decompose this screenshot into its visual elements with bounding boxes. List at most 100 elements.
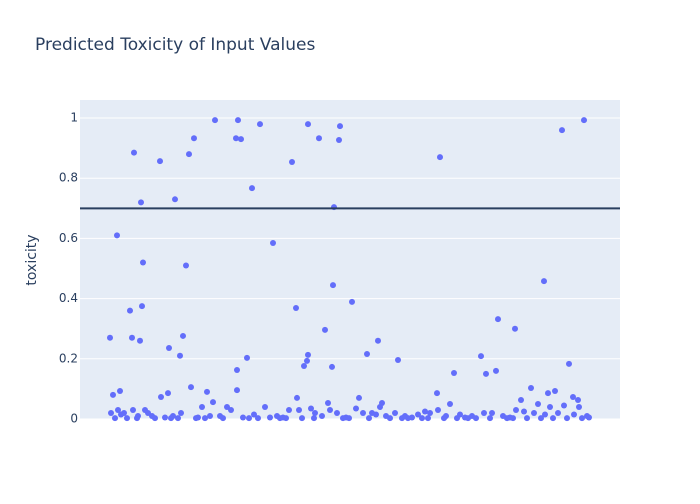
point (405, 415, 411, 422)
point (392, 409, 398, 416)
point (251, 411, 257, 418)
point (364, 350, 370, 357)
point (301, 363, 307, 370)
point (346, 415, 352, 422)
point (107, 334, 113, 341)
point (542, 411, 548, 418)
point (559, 127, 565, 134)
point (373, 411, 379, 418)
point (283, 415, 289, 422)
point (188, 384, 194, 391)
point (434, 390, 440, 397)
point (139, 303, 145, 310)
point (108, 409, 114, 416)
point (329, 363, 335, 370)
point (257, 121, 263, 128)
point (330, 282, 336, 289)
point (465, 415, 471, 422)
point (121, 409, 127, 416)
point (340, 415, 346, 422)
point (127, 307, 133, 314)
point (316, 135, 322, 142)
point (435, 406, 441, 413)
point (454, 415, 460, 422)
point (244, 354, 250, 361)
point (521, 408, 527, 415)
point (168, 415, 174, 422)
point (117, 388, 123, 395)
point (183, 262, 189, 269)
point (238, 136, 244, 143)
point (180, 332, 186, 339)
point (561, 402, 567, 409)
point (124, 415, 130, 422)
point (293, 304, 299, 311)
point (207, 412, 213, 419)
point (296, 406, 302, 413)
point (541, 278, 547, 285)
point (131, 149, 137, 156)
point (204, 388, 210, 395)
point (308, 405, 314, 412)
y-axis-title: toxicity (24, 234, 40, 285)
point (375, 337, 381, 344)
y-tick-label: 0.4 (59, 291, 78, 305)
point (137, 337, 143, 344)
point (152, 415, 158, 422)
point (353, 405, 359, 412)
point (270, 239, 276, 246)
point (255, 415, 261, 422)
point (235, 117, 241, 124)
point (191, 135, 197, 142)
point (130, 406, 136, 413)
y-tick-label: 0.8 (59, 171, 78, 185)
point (286, 406, 292, 413)
y-tick-label: 0.2 (59, 351, 78, 365)
point (564, 415, 570, 422)
point (538, 415, 544, 422)
point (495, 316, 501, 323)
point (528, 385, 534, 392)
y-tick-label: 1 (70, 111, 78, 125)
point (158, 394, 164, 401)
point (166, 344, 172, 351)
point (531, 409, 537, 416)
point (140, 259, 146, 266)
point (172, 196, 178, 203)
point (267, 414, 273, 421)
point (489, 409, 495, 416)
plot-area (80, 100, 620, 419)
point (319, 412, 325, 419)
point (202, 415, 208, 422)
point (535, 400, 541, 407)
point (524, 415, 530, 422)
point (212, 117, 218, 124)
point (246, 415, 252, 422)
point (178, 409, 184, 416)
point (552, 388, 558, 395)
point (305, 351, 311, 358)
point (399, 415, 405, 422)
point (165, 390, 171, 397)
point (481, 409, 487, 416)
point (175, 415, 181, 422)
chart-title: Predicted Toxicity of Input Values (35, 35, 315, 55)
point (228, 406, 234, 413)
point (334, 409, 340, 416)
point (395, 357, 401, 364)
point (312, 409, 318, 416)
point (289, 158, 295, 165)
point (425, 415, 431, 422)
point (493, 367, 499, 374)
point (115, 406, 121, 413)
point (566, 360, 572, 367)
point (138, 199, 144, 206)
point (441, 415, 447, 422)
point (487, 415, 493, 422)
point (322, 326, 328, 333)
point (575, 397, 581, 404)
y-tick-label: 0 (70, 412, 78, 426)
point (157, 158, 163, 165)
point (510, 415, 516, 422)
point (579, 415, 585, 422)
